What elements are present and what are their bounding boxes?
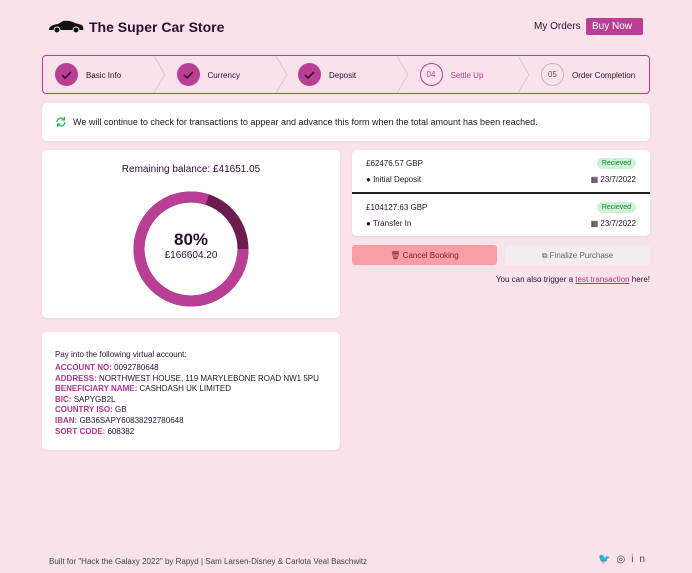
tx-date-label: 23/7/2022: [600, 219, 636, 228]
step-number: 04: [419, 63, 443, 86]
account-intro: Pay into the following virtual account:: [55, 350, 187, 359]
finalize-label: Finalize Purchase: [549, 251, 614, 260]
tx-type: ● Transfer In: [366, 219, 411, 228]
account-field: IBAN: GB36SAPY60838292780648: [55, 416, 319, 427]
calendar-icon: ▦: [590, 219, 599, 228]
step-check: [298, 63, 321, 86]
step-check: [176, 63, 200, 86]
balance-title: Remaining balance: £41651.05: [121, 164, 261, 175]
info-icon: ●: [366, 175, 371, 184]
progress-ring: [133, 191, 249, 307]
field-value: GB: [115, 405, 127, 415]
field-value: NORTHWEST HOUSE, 119 MARYLEBONE ROAD NW1…: [99, 373, 319, 383]
transactions: £62476.57 GBP Recieved ● Initial Deposit…: [352, 150, 650, 236]
account-field: BIC: SAPYGB2L: [55, 395, 319, 406]
step-label: Currency: [207, 71, 240, 80]
field-value: CASHDASH UK LIMITED: [139, 384, 232, 394]
cancel-label: Cancel Booking: [402, 251, 459, 260]
field-label: COUNTRY ISO:: [55, 405, 113, 415]
cancel-booking[interactable]: 🗑 Cancel Booking: [352, 245, 497, 265]
field-label: SORT CODE:: [55, 426, 106, 436]
hint-before: You can also trigger a: [495, 275, 574, 284]
field-label: ACCOUNT NO:: [55, 363, 112, 372]
car-logo: [49, 20, 84, 33]
tx-date-label: 23/7/2022: [600, 175, 636, 184]
linkedin-icon[interactable]: in: [631, 554, 651, 565]
step-separators: [153, 56, 530, 93]
twitter-icon[interactable]: 🐦: [598, 554, 617, 565]
stepper: Basic Info Currency Deposit 04 Settle Up 05 Or…: [42, 55, 650, 94]
footer-text: Built for "Hack the Galaxy 2022" by Rapy…: [49, 557, 368, 566]
notice: We will continue to check for transactio…: [42, 103, 650, 141]
step-label: Deposit: [329, 71, 357, 80]
tx-amount: £104127.63 GBP: [366, 203, 428, 212]
test-hint: You can also trigger a test transaction …: [496, 275, 650, 284]
step-label: Order Completion: [572, 71, 636, 80]
balance-amount: £166604.20: [164, 250, 218, 261]
field-label: IBAN:: [55, 415, 78, 425]
ring-progress: [133, 191, 249, 307]
social-icons: 🐦◎in: [598, 554, 651, 565]
refresh-icon: [56, 117, 66, 127]
account-card: Pay into the following virtual account: …: [42, 332, 340, 450]
tx-amount: £62476.57 GBP: [366, 159, 423, 168]
finalize-purchase[interactable]: ⧉ Finalize Purchase: [505, 245, 650, 265]
divider: [352, 192, 650, 194]
hint-after: here!: [631, 275, 650, 284]
field-label: BENEFICIARY NAME:: [55, 384, 138, 394]
field-value: SAPYGB2L: [73, 394, 116, 404]
calendar-icon: ▦: [590, 175, 599, 184]
arrow-icon: →: [592, 32, 602, 43]
store-title: The Super Car Store: [89, 19, 225, 35]
step-check: [55, 63, 78, 86]
tx-status: Recieved: [596, 202, 636, 213]
step-number: 05: [541, 63, 564, 86]
balance-card: Remaining balance: £41651.05 80% £166604…: [42, 150, 340, 318]
notice-text: We will continue to check for transactio…: [73, 117, 538, 127]
my-orders[interactable]: My Orders: [534, 21, 581, 32]
tx-type-label: Transfer In: [372, 219, 412, 228]
progress-label: 80%: [173, 230, 209, 249]
field-value: 0092780648: [114, 363, 159, 372]
tx-status: Recieved: [596, 158, 636, 169]
account-field: ACCOUNT NO: 0092780648: [55, 363, 319, 374]
transaction: £104127.63 GBP Recieved ● Transfer In ▦ …: [352, 194, 650, 236]
info-icon: ●: [366, 219, 371, 228]
step-label: Basic Info: [86, 71, 122, 80]
tx-date: ▦ 23/7/2022: [591, 175, 636, 184]
field-label: ADDRESS:: [55, 373, 97, 383]
account-field: ADDRESS: NORTHWEST HOUSE, 119 MARYLEBONE…: [55, 374, 319, 385]
account-field: SORT CODE: 608382: [55, 427, 319, 438]
test-link[interactable]: test transaction: [575, 275, 630, 284]
buy-now[interactable]: Buy Now →: [586, 18, 643, 43]
field-value: GB36SAPY60838292780648: [79, 415, 184, 425]
account-field: COUNTRY ISO: GB: [55, 405, 319, 416]
tx-date: ▦ 23/7/2022: [591, 219, 636, 228]
field-label: BIC:: [55, 394, 72, 404]
transaction: £62476.57 GBP Recieved ● Initial Deposit…: [352, 150, 650, 192]
account-field: BENEFICIARY NAME: CASHDASH UK LIMITED: [55, 384, 319, 395]
field-value: 608382: [107, 426, 135, 436]
tx-type: ● Initial Deposit: [366, 175, 421, 184]
tx-type-label: Initial Deposit: [373, 175, 422, 184]
buy-now-label: Buy Now: [592, 21, 633, 32]
step-label: Settle Up: [450, 71, 484, 80]
instagram-icon[interactable]: ◎: [616, 554, 632, 565]
